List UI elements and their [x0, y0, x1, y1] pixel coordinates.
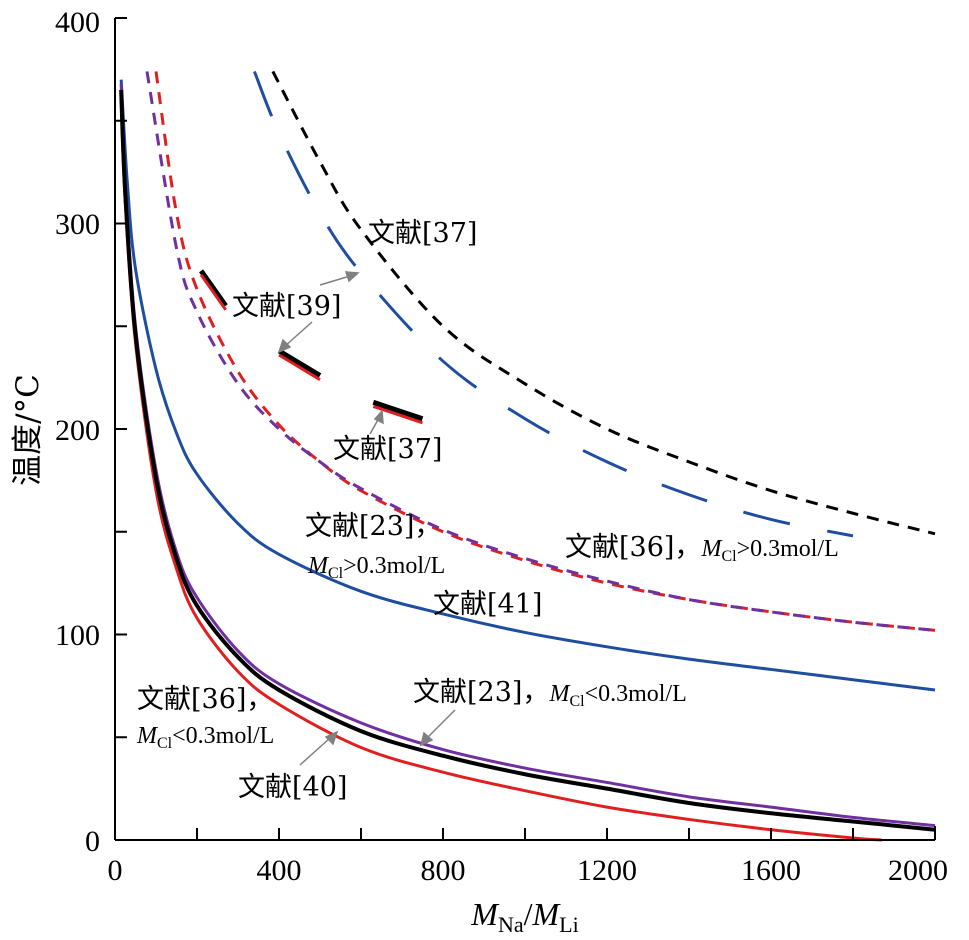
annotation-ref23-high-line2: MCl>0.3mol/L [307, 553, 445, 582]
annotation-ref36-low-line1: 文献[36]， [137, 684, 273, 715]
x-tick-label: 0 [108, 854, 123, 887]
y-tick-label: 300 [55, 208, 100, 241]
annotation-ref37-top: 文献[37] [368, 218, 477, 249]
annotation-ref23-low: 文献[23]，MCl<0.3mol/L [413, 677, 687, 710]
series-layer [119, 70, 936, 842]
annotation-ref41: 文献[41] [433, 589, 542, 620]
x-axis-title-sub1: Na [498, 912, 524, 937]
annotation-ref23-high-line1: 文献[23]， [305, 511, 441, 542]
y-tick-label: 400 [55, 6, 100, 39]
arrow-line [426, 709, 456, 739]
annotation-ref36-high: 文献[36]，MCl>0.3mol/L [565, 532, 839, 565]
y-tick-label: 200 [55, 414, 100, 447]
y-tick-label: 0 [85, 825, 100, 858]
series-line-7 [119, 89, 936, 832]
x-tick-labels: 0 400 800 1200 1600 2000 [108, 854, 949, 887]
arrow-head [344, 271, 360, 283]
arrow-line [284, 321, 313, 347]
arrow-head [419, 731, 434, 747]
annotations: 文献[37] 文献[39] 文献[37] 文献[23]， MCl>0.3mol/… [136, 218, 839, 803]
x-tick-label: 400 [257, 854, 302, 887]
arrow-line [319, 275, 351, 286]
x-tick-label: 800 [421, 854, 466, 887]
axes [114, 18, 936, 841]
annotation-ref37-mid: 文献[37] [333, 434, 442, 465]
x-axis-title-m2: M [531, 896, 561, 932]
y-tick-label: 100 [55, 619, 100, 652]
series-line-2 [154, 71, 936, 632]
y-axis-title: 温度/°C [10, 374, 46, 486]
series-line-3 [145, 71, 936, 632]
ticks [114, 17, 936, 841]
series-line-4 [119, 79, 936, 692]
arrow-head [277, 338, 292, 354]
arrow-line [299, 737, 331, 766]
series-line-12 [372, 399, 424, 422]
annotation-ref39: 文献[39] [232, 291, 341, 322]
series-line-9 [199, 274, 227, 311]
series-line-13 [372, 404, 423, 425]
y-tick-labels: 0 100 200 300 400 [55, 6, 100, 858]
annotation-arrows [277, 271, 456, 766]
x-axis-title-slash: / [524, 896, 533, 932]
series-line-1 [271, 70, 936, 536]
x-axis-title-m1: M [470, 896, 500, 932]
annotation-ref36-low-line2: MCl<0.3mol/L [136, 723, 274, 752]
x-tick-label: 2000 [888, 854, 948, 887]
annotation-ref40: 文献[40] [238, 772, 347, 803]
x-tick-label: 1600 [741, 854, 801, 887]
x-axis-title: MNa/MLi [470, 896, 578, 937]
series-line-8 [199, 269, 228, 308]
series-line-11 [278, 353, 321, 381]
x-axis-title-sub2: Li [559, 912, 579, 937]
series-line-10 [277, 348, 322, 378]
x-tick-label: 1200 [577, 854, 637, 887]
arrow-head [373, 409, 384, 425]
arrow-head [324, 730, 339, 746]
series-line-0 [253, 70, 854, 538]
